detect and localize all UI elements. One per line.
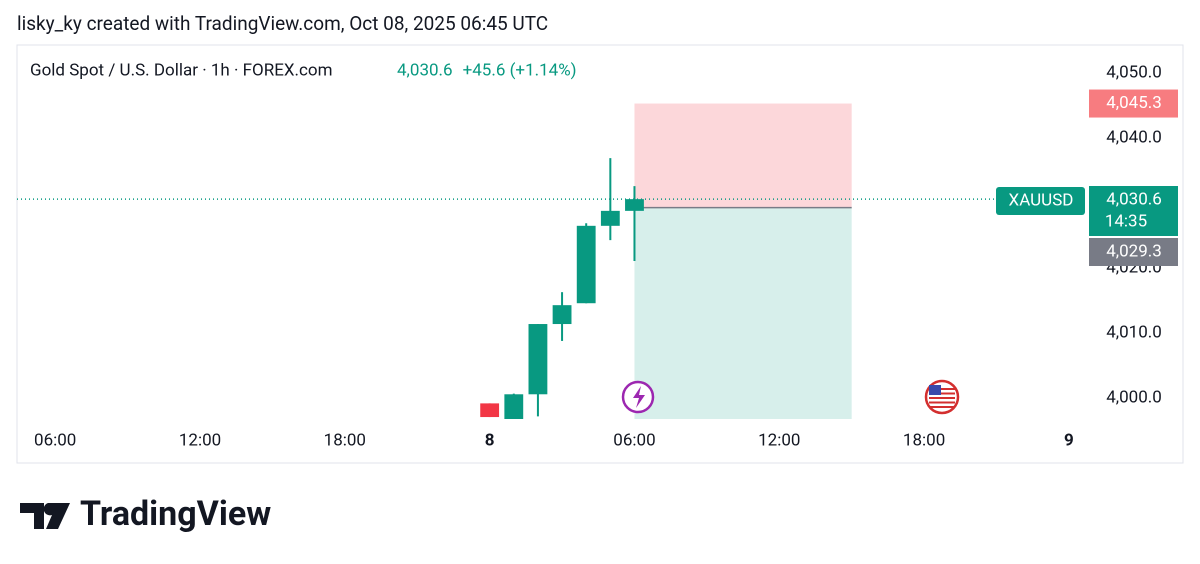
x-tick-label: 9 bbox=[1064, 430, 1074, 450]
last-price-label: 4,030.6 bbox=[1106, 189, 1162, 209]
chart-title: Gold Spot / U.S. Dollar · 1h · FOREX.com bbox=[30, 60, 333, 80]
candle-body bbox=[552, 305, 572, 325]
x-tick-label: 06:00 bbox=[613, 430, 655, 450]
y-tick-label: 4,050.0 bbox=[1106, 62, 1162, 82]
x-tick-label: 12:00 bbox=[179, 430, 221, 450]
flag-canton bbox=[929, 385, 941, 395]
stop-label-bg bbox=[1089, 89, 1178, 118]
logo-icon bbox=[20, 503, 70, 529]
x-tick-label: 06:00 bbox=[34, 430, 76, 450]
candle-body bbox=[600, 210, 620, 226]
logo: TradingView bbox=[20, 494, 271, 534]
x-tick-label: 8 bbox=[485, 430, 495, 450]
x-tick-label: 18:00 bbox=[903, 430, 945, 450]
x-tick-label: 12:00 bbox=[758, 430, 800, 450]
y-tick-label: 4,040.0 bbox=[1106, 127, 1162, 147]
stop-label: 4,045.3 bbox=[1106, 93, 1162, 113]
event-bolt bbox=[633, 386, 645, 408]
entry-label-bg bbox=[1089, 238, 1178, 266]
target-zone bbox=[634, 207, 852, 419]
entry-label: 4,029.3 bbox=[1106, 241, 1162, 261]
plot-area bbox=[480, 103, 852, 419]
symbol-label-bg bbox=[996, 187, 1085, 215]
logo-text: TradingView bbox=[80, 494, 271, 534]
change: +45.6 (+1.14%) bbox=[463, 60, 577, 80]
header: lisky_ky created with TradingView.com, O… bbox=[17, 12, 548, 35]
flag-stripe bbox=[929, 397, 955, 399]
flag-stripe bbox=[929, 392, 955, 395]
event-icon bbox=[621, 380, 655, 414]
last-price-label-bg bbox=[1089, 186, 1178, 236]
last-price: 4,030.6 bbox=[397, 60, 453, 80]
candle-body bbox=[576, 225, 596, 304]
candle-body bbox=[528, 324, 548, 395]
x-tick-label: 18:00 bbox=[324, 430, 366, 450]
symbol-label: XAUUSD bbox=[1009, 190, 1074, 210]
candle-body bbox=[504, 394, 524, 419]
flag-stripe bbox=[929, 401, 955, 404]
flag-stripe bbox=[929, 406, 955, 408]
flag-icon bbox=[924, 379, 960, 415]
y-tick-label: 4,010.0 bbox=[1106, 323, 1162, 343]
stop-zone bbox=[634, 103, 852, 208]
countdown: 14:35 bbox=[1105, 211, 1147, 231]
candle-body bbox=[480, 403, 500, 418]
candle-body bbox=[625, 199, 644, 211]
flag-stripe bbox=[929, 388, 955, 390]
chart-frame bbox=[16, 44, 1184, 464]
y-tick-label: 4,000.0 bbox=[1106, 388, 1162, 408]
